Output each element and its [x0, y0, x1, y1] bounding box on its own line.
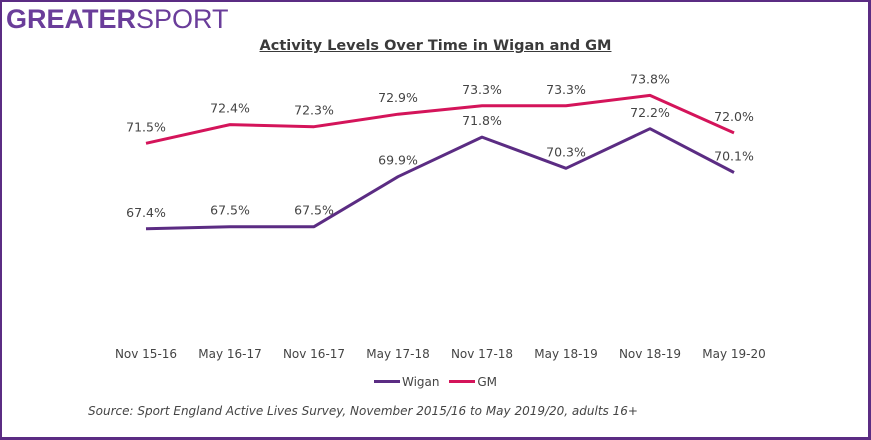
x-tick-label-1: May 16-17 — [198, 347, 262, 361]
data-label-gm-3: 72.9% — [378, 90, 418, 105]
x-tick-label-5: May 18-19 — [534, 347, 598, 361]
legend-label-gm: GM — [477, 374, 497, 389]
data-label-wigan-5: 70.3% — [546, 144, 586, 159]
x-tick-label-3: May 17-18 — [366, 347, 430, 361]
data-label-gm-5: 73.3% — [546, 82, 586, 97]
legend-item-gm: GM — [449, 375, 497, 389]
x-tick-label-4: Nov 17-18 — [451, 347, 513, 361]
logo-light-text: SPORT — [136, 4, 229, 34]
series-line-gm — [145, 93, 735, 145]
x-tick-label-7: May 19-20 — [702, 347, 766, 361]
x-axis-ticks: Nov 15-16 May 16-17 Nov 16-17 May 17-18 Nov … — [115, 347, 766, 361]
source-note: Source: Sport England Active Lives Surve… — [88, 404, 638, 418]
legend-swatch-wigan — [374, 380, 400, 383]
greatersport-logo: GREATERSPORT — [6, 4, 229, 34]
data-label-wigan-7: 70.1% — [714, 149, 754, 164]
x-tick-label-0: Nov 15-16 — [115, 347, 177, 361]
data-label-gm-2: 72.3% — [294, 103, 334, 118]
data-label-wigan-1: 67.5% — [210, 203, 250, 218]
data-label-wigan-6: 72.2% — [630, 105, 670, 120]
data-label-wigan-0: 67.4% — [126, 205, 166, 220]
data-label-gm-4: 73.3% — [462, 82, 502, 97]
data-label-wigan-3: 69.9% — [378, 153, 418, 168]
x-tick-label-6: Nov 18-19 — [619, 347, 681, 361]
legend: Wigan GM — [0, 372, 871, 389]
legend-item-wigan: Wigan — [374, 375, 440, 389]
chart-title: Activity Levels Over Time in Wigan and G… — [259, 38, 612, 54]
logo-bold-text: GREATER — [6, 4, 137, 34]
legend-swatch-gm — [449, 380, 476, 383]
x-tick-label-2: Nov 16-17 — [283, 347, 345, 361]
series-line-wigan — [145, 127, 735, 231]
data-label-gm-7: 72.0% — [714, 109, 754, 124]
series-lines — [145, 93, 735, 231]
data-labels: 67.4% 67.5% 67.5% 69.9% 71.8% 70.3% 72.2% 70.1%… — [126, 71, 754, 219]
data-label-gm-6: 73.8% — [630, 71, 670, 86]
data-label-gm-1: 72.4% — [210, 101, 250, 116]
legend-label-wigan: Wigan — [402, 374, 440, 389]
data-label-wigan-4: 71.8% — [462, 113, 502, 128]
data-label-gm-0: 71.5% — [126, 119, 166, 134]
data-label-wigan-2: 67.5% — [294, 203, 334, 218]
